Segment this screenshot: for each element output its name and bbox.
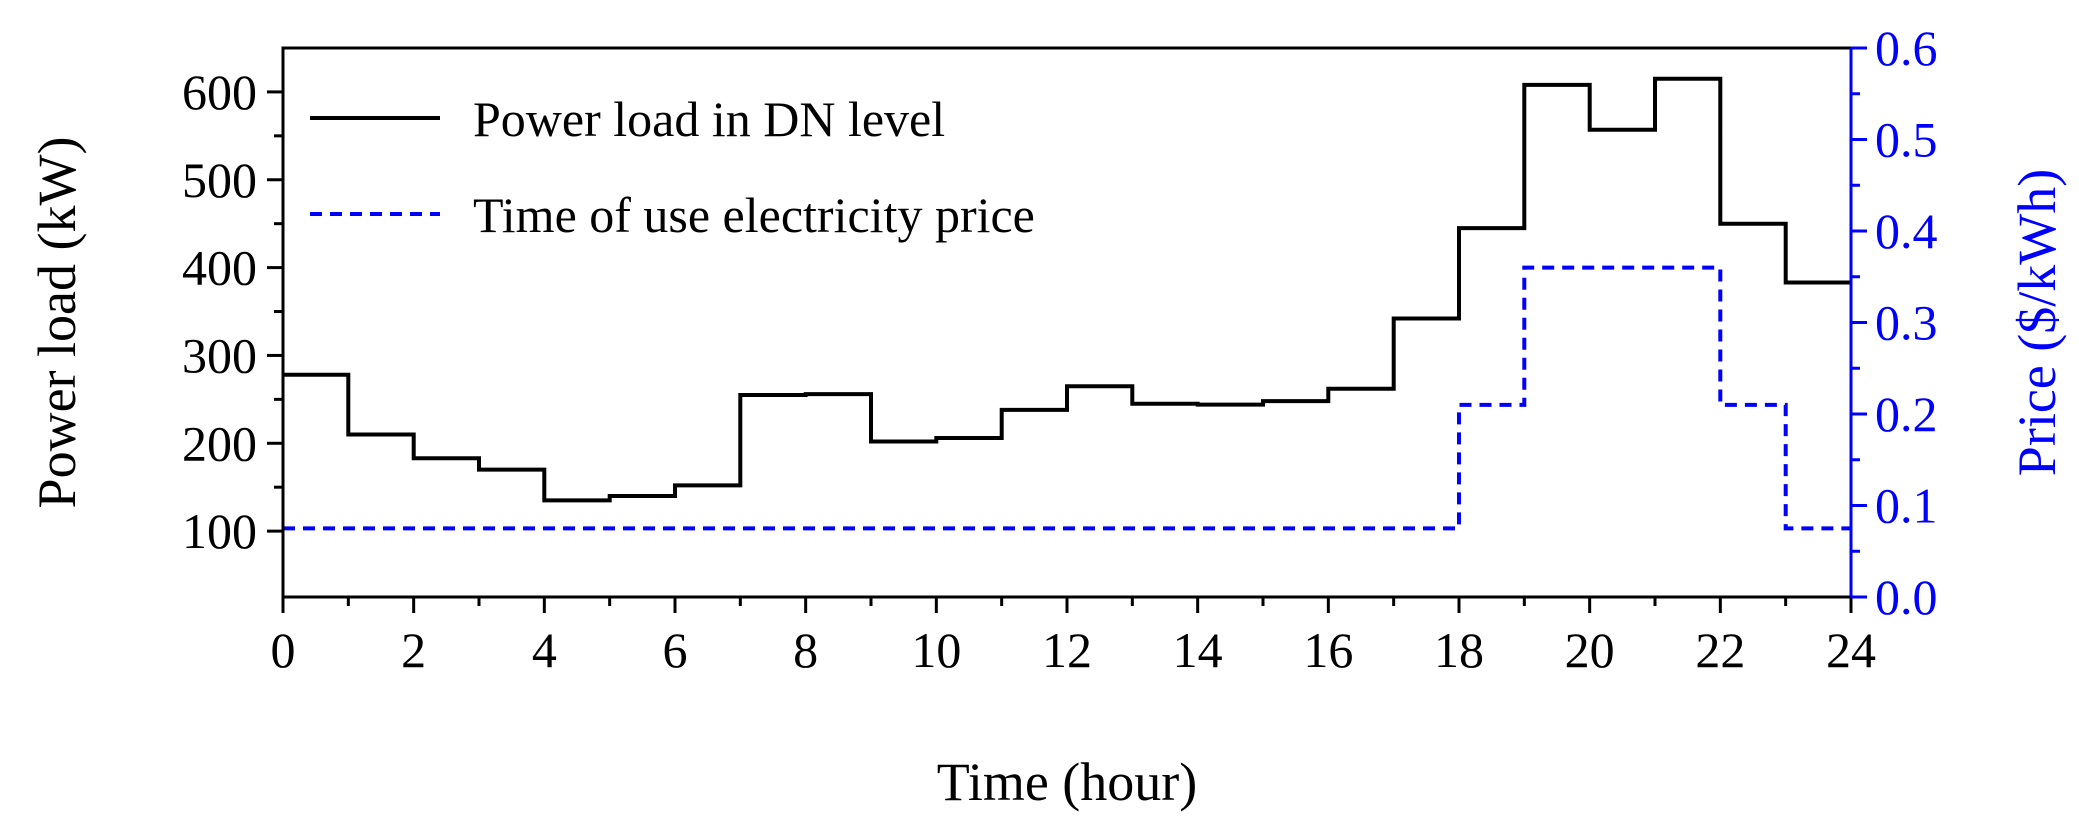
x-tick-label: 18: [1434, 622, 1484, 678]
x-tick-label: 24: [1826, 622, 1876, 678]
y-tick-label: 300: [182, 327, 257, 383]
x-tick-label: 2: [401, 622, 426, 678]
y-axis-title: Power load (kW): [27, 137, 87, 509]
x-tick-label: 10: [911, 622, 961, 678]
y2-tick-label: 0.3: [1875, 295, 1938, 351]
y2-tick-label: 0.1: [1875, 478, 1938, 534]
y-tick-label: 500: [182, 152, 257, 208]
x-tick-label: 8: [793, 622, 818, 678]
legend-label-power-load: Power load in DN level: [473, 91, 945, 147]
y-tick-label: 600: [182, 64, 257, 120]
legend-label-price: Time of use electricity price: [473, 187, 1035, 243]
price-series-line: [283, 265, 1851, 531]
x-tick-label: 16: [1303, 622, 1353, 678]
x-tick-label: 0: [271, 622, 296, 678]
power-load-series-line: [283, 76, 1851, 503]
y-tick-label: 400: [182, 240, 257, 296]
y2-tick-label: 0.2: [1875, 386, 1938, 442]
y2-tick-label: 0.4: [1875, 203, 1938, 259]
y2-tick-label: 0.5: [1875, 112, 1938, 168]
y2-axis-title: Price ($/kWh): [2007, 169, 2067, 476]
y-tick-label: 200: [182, 415, 257, 471]
x-tick-label: 14: [1173, 622, 1223, 678]
x-tick-label: 12: [1042, 622, 1092, 678]
y-tick-label: 100: [182, 503, 257, 559]
x-tick-label: 4: [532, 622, 557, 678]
x-tick-label: 20: [1565, 622, 1615, 678]
y2-tick-label: 0.0: [1875, 569, 1938, 625]
x-tick-label: 22: [1695, 622, 1745, 678]
x-axis-title: Time (hour): [937, 752, 1198, 812]
x-tick-label: 6: [663, 622, 688, 678]
y2-tick-label: 0.6: [1875, 20, 1938, 76]
